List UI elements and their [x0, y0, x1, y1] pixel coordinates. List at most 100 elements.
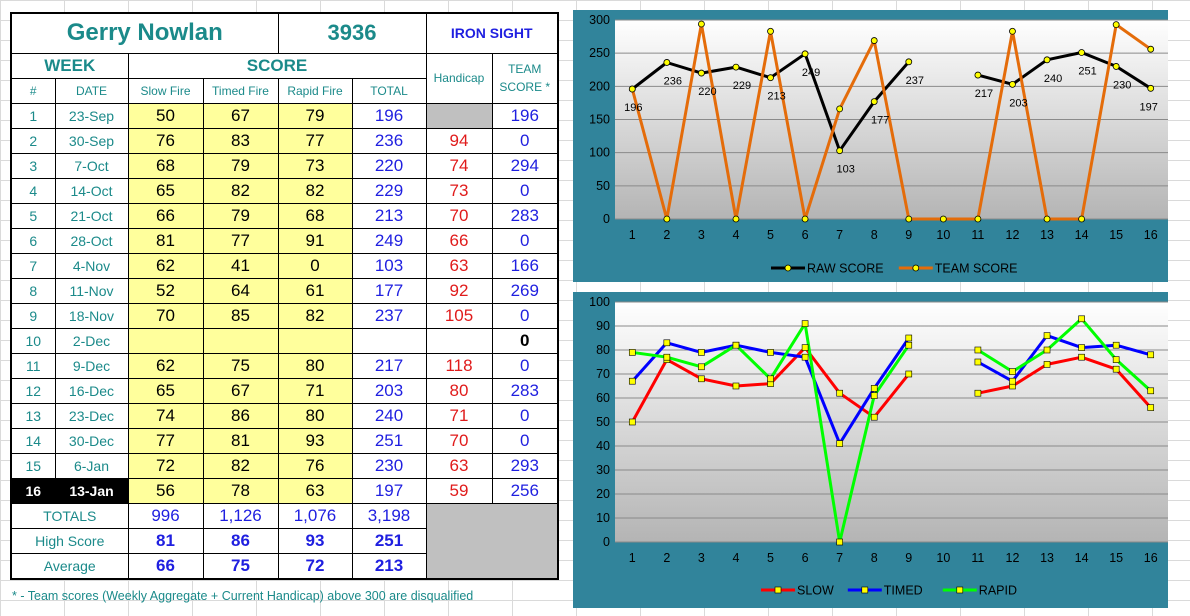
row-date[interactable]: 2-Dec: [54, 327, 129, 354]
row-timed[interactable]: 75: [202, 352, 279, 379]
shooter-number[interactable]: 3936: [277, 12, 427, 54]
col-header-date[interactable]: DATE: [54, 77, 129, 104]
row-timed[interactable]: 81: [202, 427, 279, 454]
category-label[interactable]: IRON SIGHT: [425, 12, 559, 54]
row-team-score[interactable]: 0: [491, 352, 559, 379]
row-num[interactable]: 1: [10, 102, 56, 129]
row-rapid[interactable]: 91: [277, 227, 353, 254]
row-num[interactable]: 16: [10, 477, 56, 504]
row-slow[interactable]: 66: [127, 202, 204, 229]
row-rapid[interactable]: 80: [277, 402, 353, 429]
row-handicap[interactable]: 66: [425, 227, 493, 254]
row-total[interactable]: 177: [351, 277, 427, 304]
row-date[interactable]: 18-Nov: [54, 302, 129, 329]
row-num[interactable]: 13: [10, 402, 56, 429]
row-team-score[interactable]: 0: [491, 427, 559, 454]
row-team-score[interactable]: 283: [491, 202, 559, 229]
summary-grey-block[interactable]: [425, 502, 559, 579]
totals-rapid[interactable]: 1,076: [277, 502, 353, 529]
row-rapid[interactable]: 77: [277, 127, 353, 154]
row-num[interactable]: 8: [10, 277, 56, 304]
row-total[interactable]: 249: [351, 227, 427, 254]
high-timed[interactable]: 86: [202, 527, 279, 554]
row-handicap[interactable]: 70: [425, 427, 493, 454]
row-slow[interactable]: 50: [127, 102, 204, 129]
col-header-slow[interactable]: Slow Fire: [127, 77, 204, 104]
row-rapid[interactable]: 0: [277, 252, 353, 279]
row-rapid[interactable]: 82: [277, 177, 353, 204]
row-date[interactable]: 21-Oct: [54, 202, 129, 229]
row-team-score[interactable]: 293: [491, 452, 559, 479]
row-total[interactable]: 229: [351, 177, 427, 204]
row-timed[interactable]: 85: [202, 302, 279, 329]
avg-timed[interactable]: 75: [202, 552, 279, 579]
row-team-score[interactable]: 166: [491, 252, 559, 279]
row-date[interactable]: 28-Oct: [54, 227, 129, 254]
row-num[interactable]: 4: [10, 177, 56, 204]
row-slow[interactable]: 65: [127, 177, 204, 204]
row-total[interactable]: 236: [351, 127, 427, 154]
row-timed[interactable]: 83: [202, 127, 279, 154]
row-handicap[interactable]: 105: [425, 302, 493, 329]
row-handicap[interactable]: [425, 102, 493, 129]
row-team-score[interactable]: 0: [491, 177, 559, 204]
row-rapid[interactable]: 79: [277, 102, 353, 129]
row-rapid[interactable]: 68: [277, 202, 353, 229]
row-date[interactable]: 13-Jan: [54, 477, 129, 504]
row-rapid[interactable]: 82: [277, 302, 353, 329]
row-team-score[interactable]: 0: [491, 327, 559, 354]
row-timed[interactable]: 67: [202, 102, 279, 129]
row-total[interactable]: 213: [351, 202, 427, 229]
row-num[interactable]: 3: [10, 152, 56, 179]
avg-total[interactable]: 213: [351, 552, 427, 579]
row-num[interactable]: 2: [10, 127, 56, 154]
row-date[interactable]: 16-Dec: [54, 377, 129, 404]
row-date[interactable]: 11-Nov: [54, 277, 129, 304]
row-date[interactable]: 30-Sep: [54, 127, 129, 154]
row-handicap[interactable]: [425, 327, 493, 354]
row-num[interactable]: 15: [10, 452, 56, 479]
col-header-rapid[interactable]: Rapid Fire: [277, 77, 353, 104]
stage-score-chart[interactable]: 0 10 20 30 40 50 60 70 80 90 100 1 2 3 4 5 6 7 8 9 10 11 12 13 1…: [573, 292, 1168, 608]
row-handicap[interactable]: 71: [425, 402, 493, 429]
row-date[interactable]: 4-Nov: [54, 252, 129, 279]
row-date[interactable]: 14-Oct: [54, 177, 129, 204]
row-slow[interactable]: 70: [127, 302, 204, 329]
row-timed[interactable]: 82: [202, 177, 279, 204]
row-handicap[interactable]: 92: [425, 277, 493, 304]
row-total[interactable]: 217: [351, 352, 427, 379]
row-timed[interactable]: 41: [202, 252, 279, 279]
totals-label[interactable]: TOTALS: [10, 502, 129, 529]
row-num[interactable]: 10: [10, 327, 56, 354]
row-timed[interactable]: 77: [202, 227, 279, 254]
row-rapid[interactable]: 73: [277, 152, 353, 179]
row-num[interactable]: 14: [10, 427, 56, 454]
row-timed[interactable]: 64: [202, 277, 279, 304]
row-slow[interactable]: 76: [127, 127, 204, 154]
row-total[interactable]: 103: [351, 252, 427, 279]
row-slow[interactable]: 77: [127, 427, 204, 454]
row-total[interactable]: 220: [351, 152, 427, 179]
shooter-name[interactable]: Gerry Nowlan: [10, 12, 279, 54]
high-score-label[interactable]: High Score: [10, 527, 129, 554]
avg-rapid[interactable]: 72: [277, 552, 353, 579]
row-rapid[interactable]: 76: [277, 452, 353, 479]
row-handicap[interactable]: 73: [425, 177, 493, 204]
row-rapid[interactable]: 93: [277, 427, 353, 454]
row-total[interactable]: 196: [351, 102, 427, 129]
row-handicap[interactable]: 94: [425, 127, 493, 154]
row-team-score[interactable]: 256: [491, 477, 559, 504]
row-slow[interactable]: 72: [127, 452, 204, 479]
row-handicap[interactable]: 70: [425, 202, 493, 229]
row-timed[interactable]: 79: [202, 202, 279, 229]
row-handicap[interactable]: 63: [425, 252, 493, 279]
row-slow[interactable]: 52: [127, 277, 204, 304]
row-team-score[interactable]: 0: [491, 127, 559, 154]
row-team-score[interactable]: 0: [491, 227, 559, 254]
row-total[interactable]: 197: [351, 477, 427, 504]
row-timed[interactable]: 79: [202, 152, 279, 179]
row-rapid[interactable]: 71: [277, 377, 353, 404]
row-rapid[interactable]: 61: [277, 277, 353, 304]
row-total[interactable]: [351, 327, 427, 354]
row-handicap[interactable]: 118: [425, 352, 493, 379]
